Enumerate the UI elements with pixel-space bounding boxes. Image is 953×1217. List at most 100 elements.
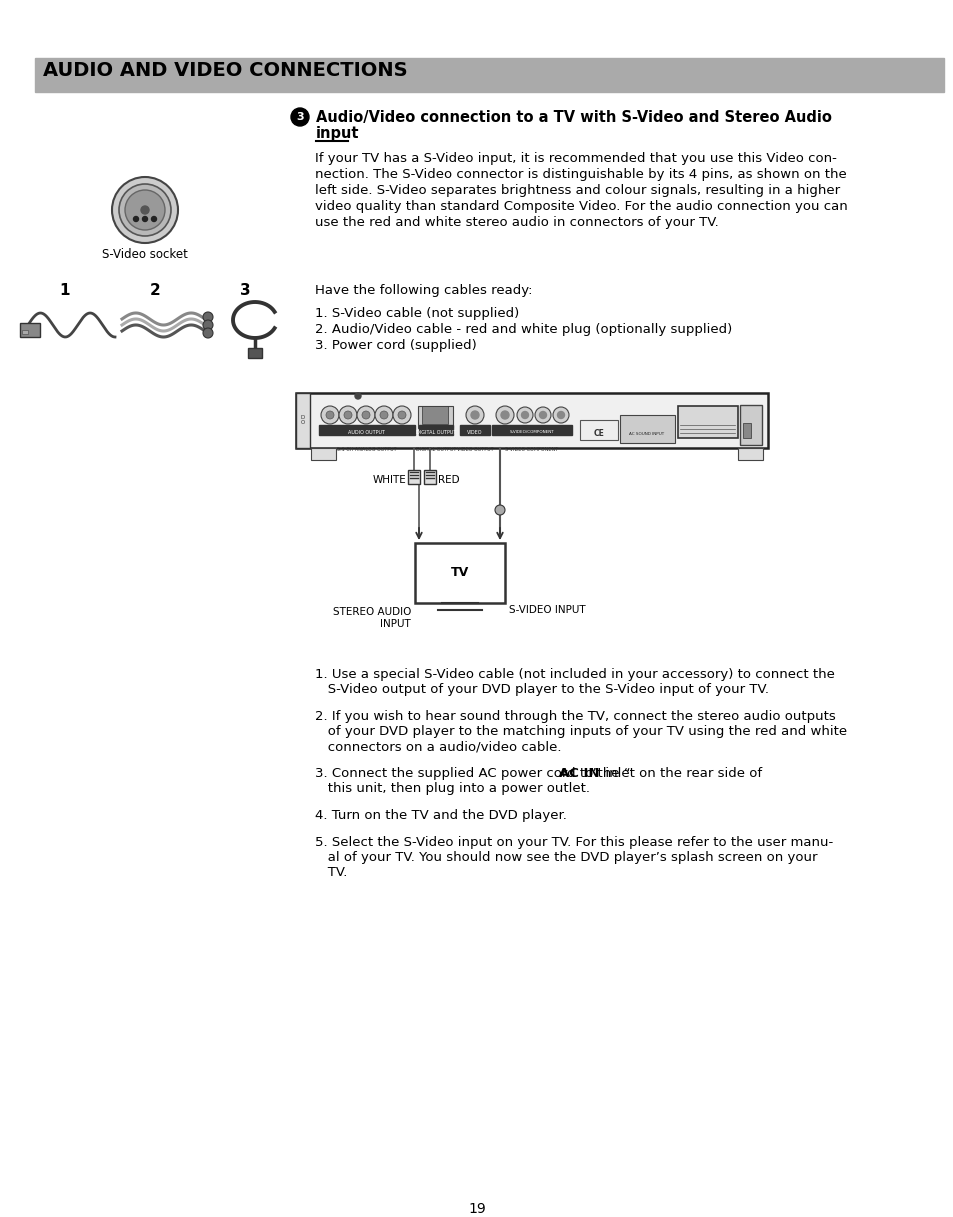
Bar bbox=[295, 393, 310, 448]
Text: S-VIDEO/COMPONENT: S-VIDEO/COMPONENT bbox=[509, 430, 554, 434]
Text: connectors on a audio/video cable.: connectors on a audio/video cable. bbox=[314, 740, 561, 753]
Circle shape bbox=[152, 217, 156, 221]
Bar bbox=[423, 470, 436, 484]
Bar bbox=[619, 415, 675, 443]
Bar bbox=[248, 348, 262, 358]
Text: 5.1 CH ANALOG OUTPUT: 5.1 CH ANALOG OUTPUT bbox=[336, 447, 396, 452]
Circle shape bbox=[203, 329, 213, 338]
Circle shape bbox=[203, 320, 213, 330]
Text: S-VIDEO INPUT: S-VIDEO INPUT bbox=[509, 605, 585, 615]
Bar bbox=[408, 470, 419, 484]
Text: CE: CE bbox=[593, 430, 604, 438]
Bar bbox=[742, 424, 750, 438]
Bar bbox=[415, 543, 504, 602]
Text: 2. Audio/Video cable - red and white plug (optionally supplied): 2. Audio/Video cable - red and white plu… bbox=[314, 323, 732, 336]
Text: VIDEO OUTPUT: VIDEO OUTPUT bbox=[456, 447, 493, 452]
Bar bbox=[459, 425, 490, 434]
Bar bbox=[740, 405, 761, 445]
Bar bbox=[417, 406, 453, 428]
Text: D
O: D O bbox=[300, 415, 305, 426]
Text: 3: 3 bbox=[295, 112, 303, 122]
Bar bbox=[418, 425, 453, 434]
Text: STEREO AUDIO
INPUT: STEREO AUDIO INPUT bbox=[333, 607, 411, 629]
Text: 3. Connect the supplied AC power cord to the “: 3. Connect the supplied AC power cord to… bbox=[314, 767, 630, 780]
Circle shape bbox=[320, 406, 338, 424]
Circle shape bbox=[291, 108, 309, 127]
Text: 1: 1 bbox=[60, 284, 71, 298]
Circle shape bbox=[375, 406, 393, 424]
Bar bbox=[678, 406, 738, 438]
Text: Have the following cables ready:: Have the following cables ready: bbox=[314, 284, 532, 297]
Circle shape bbox=[465, 406, 483, 424]
Text: WHITE: WHITE bbox=[372, 475, 406, 486]
Circle shape bbox=[355, 393, 360, 399]
Circle shape bbox=[338, 406, 356, 424]
Text: input: input bbox=[315, 127, 359, 141]
Circle shape bbox=[517, 406, 533, 424]
Text: AC IN: AC IN bbox=[558, 767, 598, 780]
Circle shape bbox=[203, 312, 213, 323]
Text: AC SOUND INPUT: AC SOUND INPUT bbox=[629, 432, 664, 436]
Text: 3: 3 bbox=[239, 284, 250, 298]
Text: Audio/Video connection to a TV with S-Video and Stereo Audio: Audio/Video connection to a TV with S-Vi… bbox=[315, 110, 831, 125]
Bar bbox=[421, 406, 448, 424]
Circle shape bbox=[112, 176, 178, 243]
Text: TV.: TV. bbox=[314, 867, 347, 879]
Text: al of your TV. You should now see the DVD player’s splash screen on your: al of your TV. You should now see the DV… bbox=[314, 851, 817, 864]
Circle shape bbox=[557, 411, 564, 419]
Circle shape bbox=[397, 411, 406, 419]
Text: AUDIO AND VIDEO CONNECTIONS: AUDIO AND VIDEO CONNECTIONS bbox=[43, 61, 407, 80]
Circle shape bbox=[326, 411, 334, 419]
Circle shape bbox=[141, 206, 149, 214]
Text: RED: RED bbox=[437, 475, 459, 486]
Text: of your DVD player to the matching inputs of your TV using the red and white: of your DVD player to the matching input… bbox=[314, 725, 846, 738]
Text: S-Video socket: S-Video socket bbox=[102, 248, 188, 260]
Text: 3. Power cord (supplied): 3. Power cord (supplied) bbox=[314, 340, 476, 352]
Circle shape bbox=[393, 406, 411, 424]
Circle shape bbox=[142, 217, 148, 221]
Circle shape bbox=[361, 411, 370, 419]
Text: video quality than standard Composite Video. For the audio connection you can: video quality than standard Composite Vi… bbox=[314, 200, 847, 213]
Bar bbox=[738, 448, 762, 460]
Circle shape bbox=[344, 411, 352, 419]
Circle shape bbox=[142, 208, 148, 213]
Text: 1. Use a special S-Video cable (not included in your accessory) to connect the: 1. Use a special S-Video cable (not incl… bbox=[314, 668, 834, 682]
Text: TV: TV bbox=[451, 566, 469, 579]
Text: 5. Select the S-Video input on your TV. For this please refer to the user manu-: 5. Select the S-Video input on your TV. … bbox=[314, 836, 832, 849]
Bar bbox=[579, 420, 618, 441]
Text: this unit, then plug into a power outlet.: this unit, then plug into a power outlet… bbox=[314, 783, 589, 795]
Text: S-VIDEO COMPONENT: S-VIDEO COMPONENT bbox=[505, 447, 558, 452]
Bar bbox=[35, 58, 943, 92]
Text: ”  inlet on the rear side of: ” inlet on the rear side of bbox=[589, 767, 761, 780]
Text: left side. S-Video separates brightness and colour signals, resulting in a highe: left side. S-Video separates brightness … bbox=[314, 184, 840, 197]
Text: 2: 2 bbox=[150, 284, 160, 298]
Bar bbox=[318, 425, 415, 434]
Bar bbox=[20, 323, 40, 337]
Circle shape bbox=[553, 406, 568, 424]
Text: 1. S-Video cable (not supplied): 1. S-Video cable (not supplied) bbox=[314, 307, 518, 320]
Text: use the red and white stereo audio in connectors of your TV.: use the red and white stereo audio in co… bbox=[314, 215, 718, 229]
Circle shape bbox=[356, 406, 375, 424]
Text: AUDIO OUTPUT: AUDIO OUTPUT bbox=[348, 430, 385, 434]
Circle shape bbox=[535, 406, 551, 424]
Text: nection. The S-Video connector is distinguishable by its 4 pins, as shown on the: nection. The S-Video connector is distin… bbox=[314, 168, 846, 181]
Circle shape bbox=[496, 406, 514, 424]
Circle shape bbox=[521, 411, 528, 419]
Bar bbox=[22, 330, 28, 333]
Text: S-Video output of your DVD player to the S-Video input of your TV.: S-Video output of your DVD player to the… bbox=[314, 683, 768, 696]
Circle shape bbox=[500, 411, 509, 419]
Circle shape bbox=[133, 217, 138, 221]
Text: 4. Turn on the TV and the DVD player.: 4. Turn on the TV and the DVD player. bbox=[314, 809, 566, 821]
Text: VIDEO: VIDEO bbox=[467, 430, 482, 434]
Text: DIGITAL OUTPUT: DIGITAL OUTPUT bbox=[416, 430, 456, 434]
Text: DIGITAL OUTPUT: DIGITAL OUTPUT bbox=[416, 447, 456, 452]
Text: If your TV has a S-Video input, it is recommended that you use this Video con-: If your TV has a S-Video input, it is re… bbox=[314, 152, 836, 166]
Bar bbox=[295, 393, 767, 448]
Circle shape bbox=[379, 411, 388, 419]
Text: 19: 19 bbox=[468, 1202, 485, 1216]
Circle shape bbox=[539, 411, 546, 419]
Circle shape bbox=[125, 190, 165, 230]
Circle shape bbox=[471, 411, 478, 419]
Bar bbox=[492, 425, 572, 434]
Text: 2. If you wish to hear sound through the TV, connect the stereo audio outputs: 2. If you wish to hear sound through the… bbox=[314, 710, 835, 723]
